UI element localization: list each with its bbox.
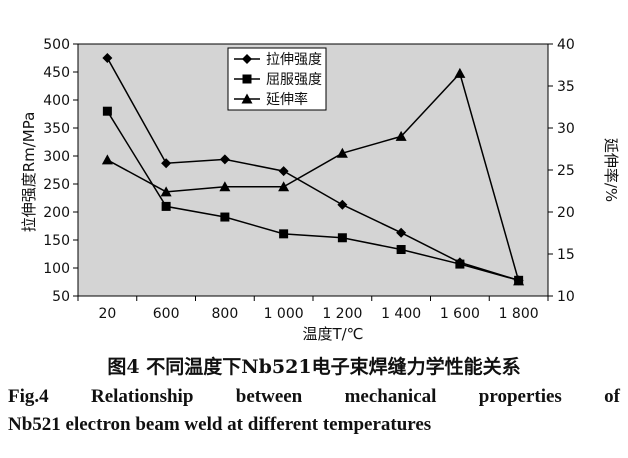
series-3: [101, 67, 525, 286]
data-point: [220, 212, 230, 222]
series-layer: [101, 53, 525, 286]
left-tick-label: 100: [43, 261, 70, 277]
series-1: [102, 53, 524, 286]
left-tick-label: 350: [43, 121, 70, 137]
right-y-axis: 10 15 20 25 30 35 40: [548, 37, 575, 305]
figure-caption-cn: 图4 不同温度下Nb521电子束焊缝力学性能关系: [107, 356, 521, 378]
series-line: [106, 110, 519, 282]
x-tick-label: 1 200: [322, 306, 362, 322]
x-tick-label: 1 400: [381, 306, 421, 322]
legend-marker: [241, 93, 253, 104]
right-tick-label: 30: [557, 121, 575, 137]
right-tick-label: 20: [557, 205, 575, 221]
right-tick-label: 25: [557, 163, 575, 179]
legend-label: 屈服强度: [266, 72, 322, 88]
legend-item: 延伸率: [234, 91, 308, 108]
data-point: [161, 158, 172, 169]
legend-label: 延伸率: [266, 91, 308, 108]
left-tick-label: 200: [43, 205, 70, 221]
data-point: [454, 67, 466, 78]
left-tick-label: 300: [43, 149, 70, 165]
legend-item: 拉伸强度: [234, 52, 322, 68]
series-line: [106, 57, 519, 282]
x-tick-label: 20: [98, 306, 116, 322]
data-point: [337, 233, 347, 243]
data-point: [279, 229, 289, 239]
data-point: [219, 154, 230, 165]
data-point: [278, 181, 290, 192]
data-point: [396, 227, 407, 238]
data-point: [161, 201, 171, 211]
left-tick-label: 450: [43, 65, 70, 81]
x-tick-label: 1 800: [499, 306, 539, 322]
data-point: [395, 130, 407, 141]
y-axis-left-label: 拉伸强度Rm/MPa: [20, 112, 38, 233]
x-tick-label: 1 600: [440, 306, 480, 322]
left-tick-label: 250: [43, 177, 70, 193]
right-tick-label: 40: [557, 37, 575, 53]
legend-item: 屈服强度: [234, 72, 322, 88]
legend-label: 拉伸强度: [266, 52, 322, 68]
left-y-axis: 50 100 150 200 250 300 350 400 450 500: [43, 37, 78, 305]
data-point: [101, 154, 113, 165]
figure-caption-en-line2: Nb521 electron beam weld at different te…: [8, 414, 432, 435]
x-axis-label: 温度T/℃: [302, 325, 363, 343]
data-point: [396, 245, 406, 255]
left-tick-label: 50: [52, 289, 70, 305]
data-point: [336, 147, 348, 158]
chart: 50 100 150 200 250 300 350 400 450 500 10 15 20 25 30…: [20, 37, 620, 343]
left-tick-label: 500: [43, 37, 70, 53]
legend-marker: [242, 74, 252, 84]
y-axis-right-label: 延伸率/%: [602, 138, 620, 202]
series-line: [107, 71, 520, 282]
right-tick-label: 10: [557, 289, 575, 305]
left-tick-label: 150: [43, 233, 70, 249]
data-point: [455, 259, 465, 269]
x-tick-label: 600: [153, 306, 180, 322]
x-axis: 20 600 800 1 000 1 200 1 400 1 600 1 800: [77, 296, 549, 322]
data-point: [160, 186, 172, 197]
right-tick-label: 35: [557, 79, 575, 95]
data-point: [513, 275, 525, 286]
figure-caption-en-line1: Fig.4 Relationship between mechanical pr…: [8, 386, 620, 407]
x-tick-label: 800: [212, 306, 239, 322]
data-point: [102, 106, 112, 116]
right-tick-label: 15: [557, 247, 575, 263]
left-tick-label: 400: [43, 93, 70, 109]
data-point: [102, 53, 113, 63]
legend-marker: [242, 54, 252, 64]
data-point: [278, 166, 289, 177]
data-point: [337, 199, 348, 210]
data-point: [219, 181, 231, 192]
x-tick-label: 1 000: [264, 306, 304, 322]
